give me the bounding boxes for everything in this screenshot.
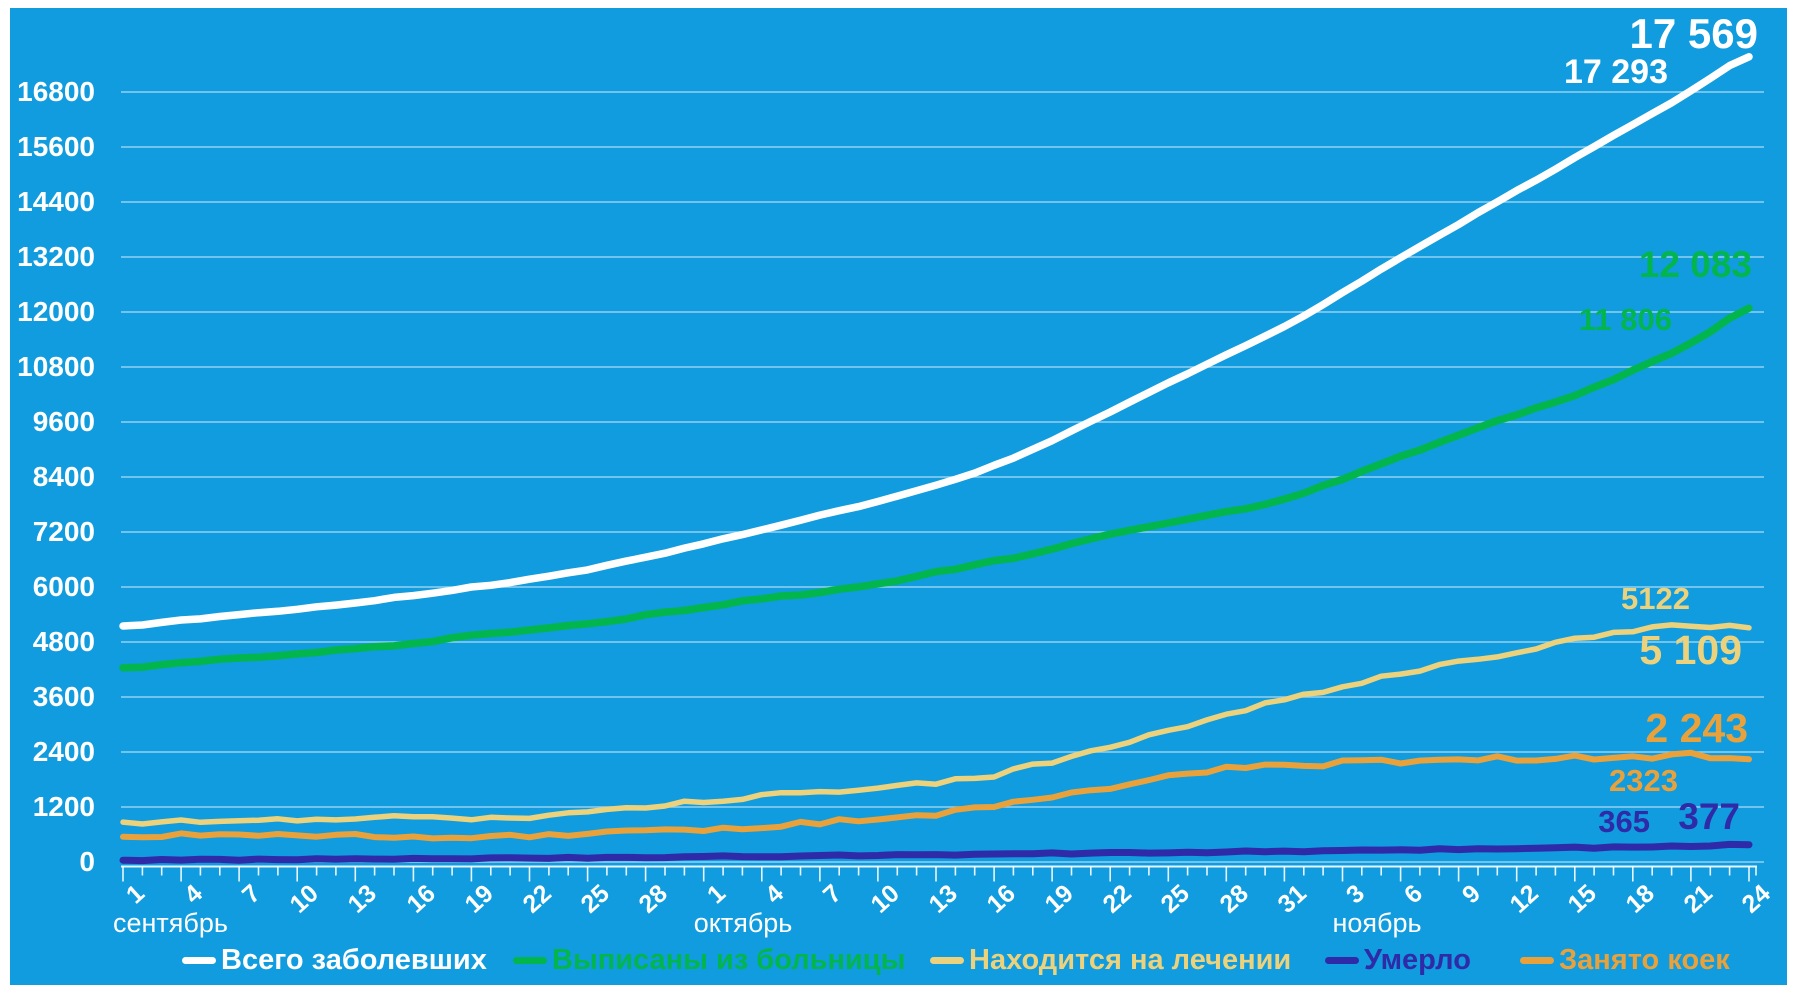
- gridlines: [121, 91, 1764, 863]
- legend-swatch-beds: [1520, 956, 1554, 964]
- x-axis-ticks: [122, 866, 1757, 882]
- y-axis-label: 16800: [17, 76, 95, 107]
- annotation-treatment-current: 5 109: [1639, 627, 1742, 673]
- annotation-total-current: 17 569: [1629, 10, 1758, 57]
- month-label-10: октябрь: [693, 908, 793, 938]
- y-axis-label: 4800: [32, 626, 95, 657]
- annotation-discharged-previous: 11 806: [1578, 302, 1672, 337]
- legend-swatch-total: [182, 956, 216, 964]
- legend-label-died: Умерло: [1364, 944, 1471, 976]
- legend-swatch-discharged: [513, 956, 547, 964]
- annotation-discharged-current: 12 083: [1638, 244, 1752, 285]
- y-axis-label: 15600: [17, 131, 95, 162]
- series-line-total: [119, 53, 1753, 630]
- legend-item-beds: Занято коек: [1520, 943, 1730, 977]
- series-line-died: [119, 840, 1753, 865]
- annotation-beds-current: 2 243: [1645, 705, 1748, 751]
- legend-item-total: Всего заболевших: [182, 943, 487, 977]
- legend-label-treatment: Находится на лечении: [969, 944, 1292, 976]
- legend-swatch-treatment: [930, 956, 964, 964]
- y-axis-label: 12000: [17, 296, 95, 327]
- annotation-died-previous: 365: [1598, 804, 1650, 839]
- legend-label-total: Всего заболевших: [221, 944, 487, 976]
- y-axis-label: 13200: [17, 241, 95, 272]
- y-axis-label: 7200: [32, 516, 95, 547]
- legend-item-died: Умерло: [1325, 943, 1471, 977]
- legend-item-discharged: Выписаны из больницы: [513, 943, 905, 977]
- legend-label-beds: Занято коек: [1559, 944, 1730, 976]
- y-axis-label: 14400: [17, 186, 95, 217]
- legend-swatch-died: [1325, 956, 1359, 964]
- legend-label-discharged: Выписаны из больницы: [552, 944, 906, 976]
- series-line-discharged: [119, 304, 1753, 672]
- series-line-treatment: [120, 622, 1752, 827]
- y-axis-label: 2400: [32, 736, 95, 767]
- annotation-beds-previous: 2323: [1609, 763, 1678, 798]
- annotation-treatment-previous: 5122: [1621, 581, 1690, 616]
- y-axis-label: 10800: [17, 351, 95, 382]
- month-label-0: сентябрь: [113, 908, 228, 938]
- y-axis-label: 1200: [32, 791, 95, 822]
- y-axis-label: 8400: [32, 461, 95, 492]
- y-axis-label: 3600: [32, 681, 95, 712]
- y-axis-label: 6000: [32, 571, 95, 602]
- y-axis-label: 0: [79, 846, 95, 877]
- annotation-total-previous: 17 293: [1564, 53, 1668, 91]
- legend-item-treatment: Находится на лечении: [930, 943, 1291, 977]
- annotation-died-current: 377: [1678, 796, 1740, 837]
- month-label-21: ноябрь: [1332, 908, 1422, 938]
- y-axis-label: 9600: [32, 406, 95, 437]
- series-line-beds: [120, 749, 1752, 842]
